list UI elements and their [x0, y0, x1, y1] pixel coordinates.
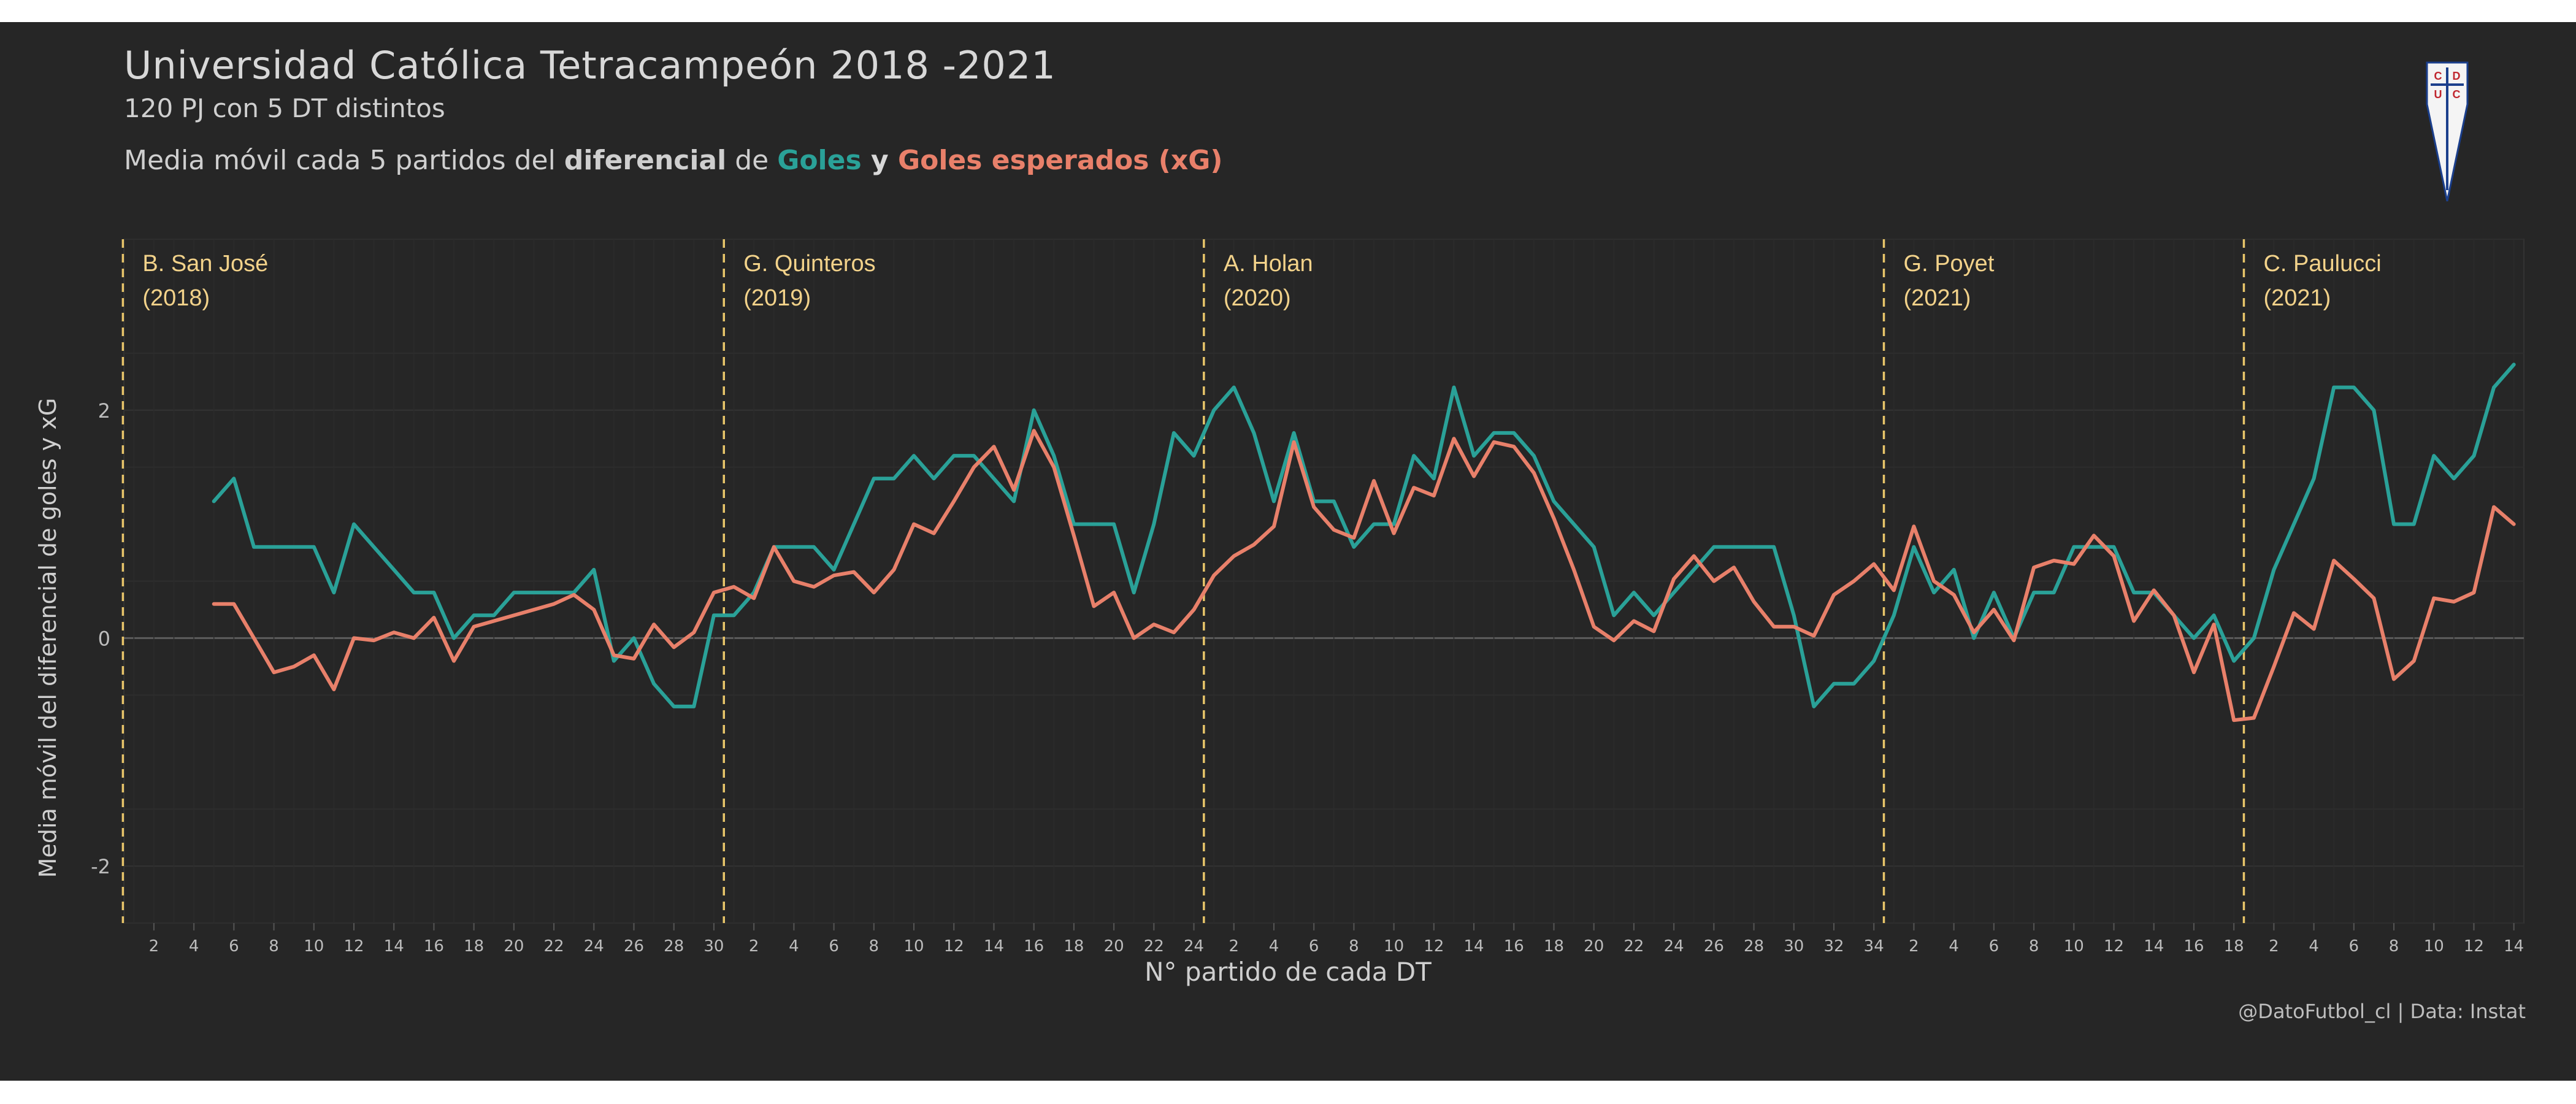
x-tick-label: 12 — [343, 937, 364, 956]
chart-subtitle: 120 PJ con 5 DT distintos — [124, 93, 445, 123]
x-tick-label: 18 — [2224, 937, 2244, 956]
coach-name-label: B. San José — [142, 251, 268, 277]
x-tick-label: 10 — [304, 937, 324, 956]
svg-text:C: C — [2453, 88, 2461, 101]
x-tick-label: 24 — [584, 937, 604, 956]
legend-y: y — [861, 145, 898, 176]
x-tick-label: 8 — [269, 937, 279, 956]
y-tick-label: 0 — [98, 627, 110, 650]
x-tick-label: 26 — [1704, 937, 1724, 956]
x-tick-label: 30 — [1784, 937, 1804, 956]
chart-title: Universidad Católica Tetracampeón 2018 -… — [124, 43, 1056, 88]
y-axis-label: Media móvil del diferencial de goles y x… — [34, 397, 61, 878]
x-tick-label: 4 — [2309, 937, 2319, 956]
x-tick-label: 28 — [1744, 937, 1764, 956]
legend-goles: Goles — [777, 145, 862, 176]
x-tick-label: 20 — [1584, 937, 1604, 956]
x-tick-label: 16 — [424, 937, 444, 956]
x-tick-label: 14 — [384, 937, 404, 956]
x-tick-label: 10 — [903, 937, 924, 956]
coach-name-label: C. Paulucci — [2263, 251, 2381, 277]
x-tick-label: 2 — [749, 937, 759, 956]
x-tick-label: 22 — [544, 937, 564, 956]
x-tick-label: 18 — [464, 937, 484, 956]
x-tick-label: 16 — [1024, 937, 1044, 956]
x-tick-label: 30 — [703, 937, 724, 956]
x-tick-label: 24 — [1664, 937, 1684, 956]
x-tick-label: 8 — [2029, 937, 2039, 956]
x-tick-label: 20 — [1104, 937, 1124, 956]
x-tick-label: 2 — [1909, 937, 1919, 956]
x-tick-label: 14 — [1464, 937, 1484, 956]
x-tick-label: 26 — [624, 937, 644, 956]
x-tick-label: 14 — [984, 937, 1004, 956]
x-tick-label: 16 — [2183, 937, 2204, 956]
x-tick-label: 12 — [944, 937, 964, 956]
x-tick-label: 12 — [2104, 937, 2124, 956]
x-tick-label: 14 — [2504, 937, 2524, 956]
x-tick-label: 28 — [664, 937, 684, 956]
svg-text:C: C — [2434, 70, 2442, 82]
x-tick-label: 34 — [1864, 937, 1884, 956]
legend-xg: Goles esperados (xG) — [898, 145, 1223, 176]
legend-prefix: Media móvil cada 5 partidos del — [124, 145, 564, 176]
coach-year-label: (2021) — [2263, 285, 2331, 311]
x-tick-label: 16 — [1504, 937, 1524, 956]
x-tick-label: 2 — [2269, 937, 2279, 956]
coach-year-label: (2018) — [142, 285, 210, 311]
x-tick-label: 6 — [1989, 937, 1999, 956]
coach-year-label: (2021) — [1904, 285, 1971, 311]
y-tick-label: 2 — [98, 399, 110, 423]
coach-year-label: (2020) — [1224, 285, 1291, 311]
svg-text:D: D — [2453, 70, 2461, 82]
x-tick-label: 22 — [1623, 937, 1644, 956]
x-tick-label: 8 — [1349, 937, 1359, 956]
x-tick-label: 24 — [1184, 937, 1204, 956]
x-tick-label: 12 — [2464, 937, 2484, 956]
x-tick-label: 4 — [789, 937, 799, 956]
x-tick-label: 2 — [1229, 937, 1239, 956]
x-tick-label: 18 — [1544, 937, 1564, 956]
x-tick-label: 12 — [1424, 937, 1444, 956]
x-tick-label: 14 — [2144, 937, 2164, 956]
club-crest-icon: C D U C — [2426, 61, 2469, 202]
x-tick-label: 22 — [1144, 937, 1164, 956]
series-line-goles — [212, 362, 2516, 708]
legend-bold-word: diferencial — [564, 145, 727, 176]
x-axis-label: N° partido de cada DT — [1144, 957, 1432, 987]
x-tick-label: 10 — [2064, 937, 2084, 956]
x-tick-label: 6 — [1309, 937, 1319, 956]
coach-name-label: A. Holan — [1224, 251, 1313, 277]
x-tick-label: 8 — [869, 937, 880, 956]
x-tick-label: 6 — [229, 937, 239, 956]
svg-text:U: U — [2434, 88, 2442, 101]
x-tick-label: 6 — [2349, 937, 2359, 956]
x-tick-label: 10 — [2424, 937, 2444, 956]
x-tick-label: 32 — [1823, 937, 1844, 956]
legend-de: de — [726, 145, 778, 176]
y-tick-label: -2 — [91, 855, 110, 878]
x-tick-label: 20 — [504, 937, 524, 956]
coach-name-label: G. Quinteros — [743, 251, 875, 277]
x-tick-label: 18 — [1064, 937, 1084, 956]
coach-name-label: G. Poyet — [1904, 251, 1995, 277]
x-tick-label: 2 — [149, 937, 159, 956]
legend-description: Media móvil cada 5 partidos del diferenc… — [124, 145, 1222, 176]
x-tick-label: 4 — [1949, 937, 1959, 956]
source-caption: @DatoFutbol_cl | Data: Instat — [2238, 1000, 2526, 1023]
coach-year-label: (2019) — [743, 285, 811, 311]
x-tick-label: 4 — [189, 937, 199, 956]
x-tick-label: 8 — [2389, 937, 2399, 956]
x-tick-label: 6 — [829, 937, 839, 956]
x-tick-label: 4 — [1269, 937, 1279, 956]
series-line-xg — [212, 429, 2516, 723]
x-tick-label: 10 — [1384, 937, 1404, 956]
